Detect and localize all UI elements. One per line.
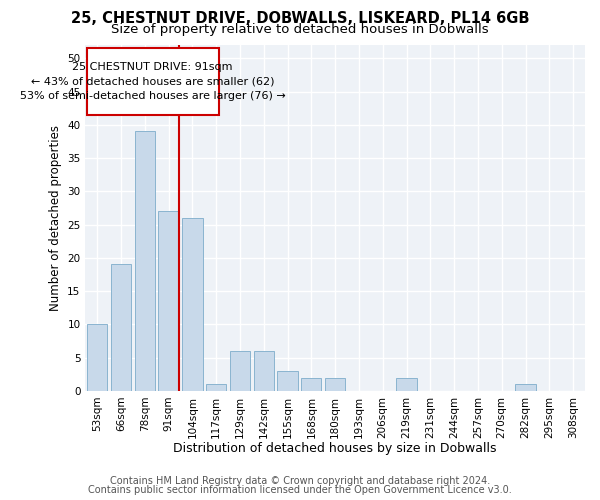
Text: 25, CHESTNUT DRIVE, DOBWALLS, LISKEARD, PL14 6GB: 25, CHESTNUT DRIVE, DOBWALLS, LISKEARD, … [71, 11, 529, 26]
Bar [277, 371, 298, 391]
Bar [254, 351, 274, 391]
Text: Contains public sector information licensed under the Open Government Licence v3: Contains public sector information licen… [88, 485, 512, 495]
Bar [158, 212, 179, 391]
Text: Size of property relative to detached houses in Dobwalls: Size of property relative to detached ho… [111, 22, 489, 36]
Bar [111, 264, 131, 391]
Bar [87, 324, 107, 391]
Bar [397, 378, 416, 391]
Text: Contains HM Land Registry data © Crown copyright and database right 2024.: Contains HM Land Registry data © Crown c… [110, 476, 490, 486]
Bar [230, 351, 250, 391]
Bar [182, 218, 203, 391]
FancyBboxPatch shape [86, 48, 218, 115]
X-axis label: Distribution of detached houses by size in Dobwalls: Distribution of detached houses by size … [173, 442, 497, 455]
Bar [206, 384, 226, 391]
Bar [515, 384, 536, 391]
Bar [134, 132, 155, 391]
Bar [325, 378, 345, 391]
Y-axis label: Number of detached properties: Number of detached properties [49, 125, 62, 311]
Bar [301, 378, 322, 391]
Text: 25 CHESTNUT DRIVE: 91sqm
← 43% of detached houses are smaller (62)
53% of semi-d: 25 CHESTNUT DRIVE: 91sqm ← 43% of detach… [20, 62, 286, 101]
